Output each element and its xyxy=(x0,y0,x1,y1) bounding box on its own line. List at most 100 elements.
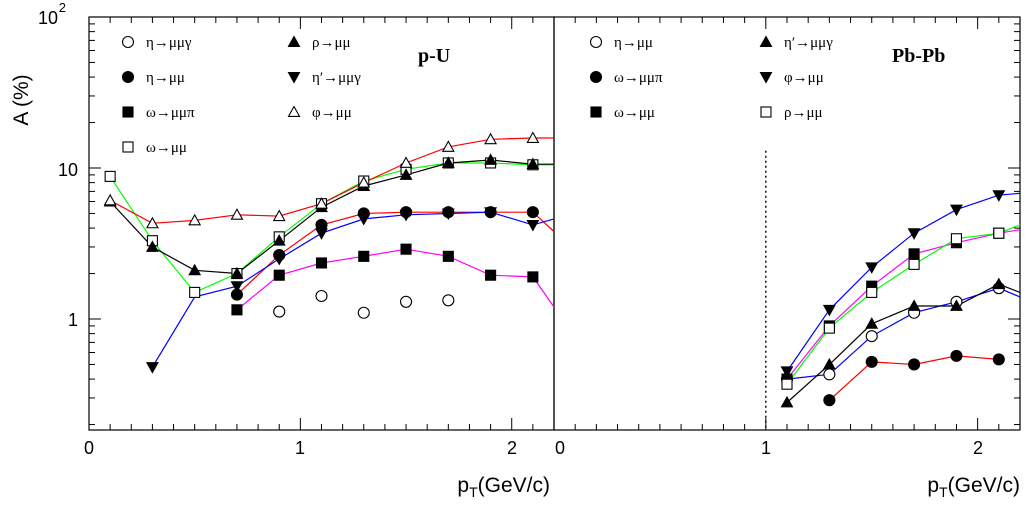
data-point-p1-s1 xyxy=(908,358,921,371)
data-point-p1-s5 xyxy=(992,190,1006,202)
series-line-p1-s4 xyxy=(786,283,1021,403)
legend-marker-right-0 xyxy=(589,35,603,49)
series-line-p1-s5 xyxy=(786,192,1021,372)
x-tick-right-1: 1 xyxy=(761,438,771,458)
series-line-p0-s5 xyxy=(151,211,555,368)
legend-marker-left-3 xyxy=(287,72,301,84)
data-point-p0-s6 xyxy=(315,197,328,209)
data-point-p1-s1 xyxy=(865,355,878,368)
data-point-p0-s6 xyxy=(526,131,540,143)
legend-label-right-1: η′→μμγ xyxy=(784,35,833,51)
data-point-p0-s5 xyxy=(145,362,159,374)
data-point-p1-s0 xyxy=(865,330,878,343)
panel-title-left: p-U xyxy=(418,45,450,67)
legend-label-left-3: η′→μμγ xyxy=(312,70,361,86)
y-tick-label-100: 10 xyxy=(38,8,58,28)
data-point-p1-s4 xyxy=(822,357,836,370)
legend-marker-left-4 xyxy=(122,106,134,118)
data-point-p0-s5 xyxy=(484,207,498,219)
data-point-p1-s3 xyxy=(781,378,793,390)
x-tick-right-0: 0 xyxy=(555,438,565,458)
data-point-p0-s2 xyxy=(527,271,539,283)
legend-label-right-4: ω→μμ xyxy=(614,105,655,121)
legend-marker-left-2 xyxy=(121,70,135,84)
x-tick-left-1: 1 xyxy=(295,438,305,458)
data-point-p1-s4 xyxy=(950,299,963,311)
legend-marker-left-6 xyxy=(122,141,134,153)
data-point-p1-s4 xyxy=(865,317,879,329)
data-point-p1-s3 xyxy=(866,286,878,298)
series-curves xyxy=(109,137,1021,403)
data-point-p1-s1 xyxy=(950,349,963,362)
data-point-p0-s6 xyxy=(230,208,244,220)
data-point-p0-s6 xyxy=(188,213,202,226)
data-point-p0-s0 xyxy=(442,294,455,307)
data-point-p1-s5 xyxy=(950,204,963,217)
legend-label-left-4: ω→μμπ xyxy=(146,105,195,121)
data-point-p0-s5 xyxy=(315,228,328,240)
data-point-p0-s1 xyxy=(526,206,539,219)
series-line-p0-s3 xyxy=(109,162,554,294)
data-point-p0-s4 xyxy=(484,153,498,165)
data-point-p0-s5 xyxy=(399,209,413,222)
data-point-p0-s2 xyxy=(231,304,243,316)
legend-marker-right-2 xyxy=(589,70,603,84)
series-line-p0-s6 xyxy=(109,137,554,224)
data-point-p0-s4 xyxy=(145,240,159,252)
data-point-p0-s5 xyxy=(526,219,540,232)
data-point-p1-s2 xyxy=(908,248,920,260)
data-point-p0-s5 xyxy=(441,208,455,221)
data-point-p0-s4 xyxy=(272,234,286,246)
data-point-p0-s5 xyxy=(357,213,371,226)
x-tick-left-2: 2 xyxy=(507,438,517,458)
data-point-p0-s3 xyxy=(104,170,116,182)
data-point-p0-s2 xyxy=(315,257,328,269)
data-point-p1-s3 xyxy=(908,258,920,270)
y-tick-label-100-exponent: 2 xyxy=(59,0,66,15)
data-point-p1-s1 xyxy=(823,394,836,407)
data-point-p1-s0 xyxy=(823,368,836,381)
legend-marker-right-5 xyxy=(760,106,772,118)
data-point-p0-s3 xyxy=(189,286,201,298)
data-point-p1-s5 xyxy=(822,304,836,317)
data-point-p0-s0 xyxy=(315,289,328,303)
y-tick-label-1: 1 xyxy=(68,310,78,330)
data-point-p0-s6 xyxy=(357,176,371,188)
legend-label-right-3: φ→μμ xyxy=(784,70,824,86)
data-point-p0-s2 xyxy=(400,243,412,255)
data-point-p1-s5 xyxy=(907,228,921,240)
legend-marker-left-5 xyxy=(287,105,301,117)
data-point-p1-s1 xyxy=(992,353,1005,366)
data-point-p1-s5 xyxy=(865,262,879,274)
data-point-p0-s2 xyxy=(273,269,285,281)
data-point-p0-s4 xyxy=(526,157,540,170)
x-tick-right-2: 2 xyxy=(973,438,983,458)
data-point-p0-s6 xyxy=(103,193,117,206)
data-point-p0-s0 xyxy=(357,306,370,319)
series-line-p1-s2 xyxy=(786,229,1021,380)
legend-marker-right-4 xyxy=(590,106,602,118)
data-point-p1-s3 xyxy=(993,227,1005,239)
legend-marker-right-1 xyxy=(759,35,773,47)
panel-title-right: Pb-Pb xyxy=(892,45,945,67)
series-markers xyxy=(103,131,1006,408)
x-tick-left-0: 0 xyxy=(84,438,94,458)
data-point-p0-s4 xyxy=(188,263,202,276)
data-point-p1-s4 xyxy=(992,277,1006,290)
data-point-p0-s4 xyxy=(399,168,413,180)
series-line-p1-s3 xyxy=(786,224,1021,385)
legend-label-left-0: η→μμγ xyxy=(146,35,192,51)
data-point-p0-s6 xyxy=(272,209,286,222)
y-tick-label-10: 10 xyxy=(58,160,78,180)
data-point-p0-s4 xyxy=(230,266,244,279)
data-point-p0-s5 xyxy=(272,253,286,266)
y-axis-title: A (%) xyxy=(10,74,33,125)
data-point-p1-s3 xyxy=(950,233,963,245)
legend-label-right-5: ρ→μμ xyxy=(784,105,823,121)
data-point-p0-s6 xyxy=(441,140,455,152)
legend-marker-right-3 xyxy=(759,72,773,84)
legend-label-left-6: ω→μμ xyxy=(146,140,187,156)
data-point-p1-s3 xyxy=(823,322,835,334)
data-point-p0-s2 xyxy=(485,269,497,281)
